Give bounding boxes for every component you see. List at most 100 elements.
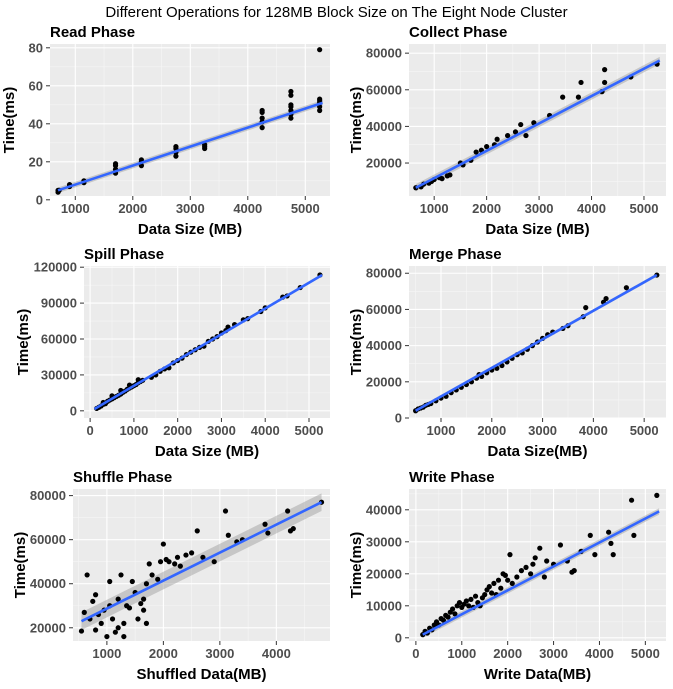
data-point	[126, 605, 133, 611]
data-point	[602, 67, 608, 73]
y-axis-title: Time(ms)	[15, 309, 32, 375]
data-point	[92, 627, 99, 633]
data-point	[445, 614, 451, 620]
x-axis-title: Shuffled Data(MB)	[137, 666, 267, 683]
data-point	[489, 590, 495, 596]
data-point	[149, 572, 155, 578]
y-tick-label: 80000	[366, 266, 402, 281]
x-tick-label: 2000	[493, 646, 522, 661]
x-tick-label: 4000	[579, 423, 608, 438]
data-point	[456, 600, 463, 606]
panel-title: Shuffle Phase	[73, 469, 172, 486]
x-axis-title: Data Size (MB)	[138, 221, 242, 238]
x-tick-label: 4000	[251, 423, 280, 438]
data-point	[112, 629, 118, 635]
data-point	[606, 529, 612, 535]
data-point	[259, 107, 265, 114]
regression-line	[415, 59, 661, 189]
y-tick-label: 60000	[366, 302, 402, 317]
data-point	[146, 561, 152, 567]
data-point	[452, 611, 458, 617]
data-point	[484, 143, 490, 150]
data-point	[200, 554, 206, 560]
data-point	[288, 88, 294, 95]
data-point	[259, 115, 265, 121]
data-point	[107, 578, 113, 585]
data-point	[81, 609, 87, 615]
x-tick-label: 0	[412, 646, 419, 661]
data-point	[447, 172, 453, 178]
x-tick-label: 3000	[176, 201, 205, 216]
x-tick-label: 5000	[630, 201, 659, 216]
x-tick-label: 5000	[295, 423, 324, 438]
data-point	[262, 521, 268, 527]
x-tick-label: 4000	[577, 201, 606, 216]
data-point	[498, 585, 504, 591]
data-point	[173, 153, 179, 159]
y-tick-label: 10000	[366, 598, 402, 613]
x-tick-label: 3000	[528, 423, 557, 438]
regression-line	[80, 501, 323, 623]
panel-background	[73, 489, 330, 641]
data-point	[514, 574, 520, 580]
x-tick-label: 2000	[163, 423, 192, 438]
data-point	[166, 559, 172, 565]
data-point	[78, 628, 85, 634]
x-tick-label: 4000	[585, 646, 614, 661]
x-tick-label: 1000	[119, 423, 148, 438]
data-point	[537, 545, 543, 551]
x-tick-label: 5000	[631, 646, 660, 661]
data-point	[174, 554, 181, 560]
data-point	[290, 526, 296, 532]
data-point	[183, 552, 189, 558]
data-point	[507, 552, 513, 558]
y-tick-label: 20	[29, 154, 43, 169]
data-point	[109, 616, 116, 622]
data-point	[104, 633, 110, 640]
data-point	[505, 132, 511, 139]
y-tick-label: 80	[29, 40, 43, 55]
data-point	[189, 550, 195, 556]
y-tick-label: 40000	[30, 576, 66, 591]
gridlines	[409, 266, 666, 419]
x-tick-label: 3000	[207, 423, 236, 438]
x-tick-label: 2000	[149, 646, 178, 661]
x-tick-label: 3000	[525, 201, 554, 216]
data-point	[571, 568, 577, 574]
y-tick-label: 120000	[34, 260, 77, 275]
data-point	[138, 600, 144, 607]
data-point	[578, 79, 584, 86]
data-point	[317, 107, 323, 114]
data-point	[463, 598, 469, 604]
data-point	[121, 633, 127, 640]
regression-line	[422, 510, 660, 636]
x-axis-title: Data Size (MB)	[485, 221, 589, 238]
data-point	[115, 596, 121, 602]
x-axis-title: Write Data(MB)	[484, 666, 591, 683]
data-point	[602, 79, 608, 86]
data-point	[118, 572, 124, 578]
data-point	[505, 577, 511, 583]
data-point	[608, 540, 614, 547]
data-point	[115, 625, 121, 631]
data-point	[172, 561, 178, 567]
x-axis-title: Data Size(MB)	[487, 443, 587, 460]
panel-5: 1000 2000 3000 4000 20000 40000 60000 80000 Shuf…	[12, 469, 330, 683]
x-tick-label: 5000	[291, 201, 320, 216]
data-point	[449, 606, 456, 612]
data-point	[512, 129, 519, 135]
panel-title: Merge Phase	[409, 246, 502, 263]
data-point	[177, 563, 183, 569]
x-axis-title: Data Size (MB)	[155, 443, 259, 460]
data-point	[157, 559, 164, 565]
data-point	[317, 47, 323, 53]
data-point	[532, 555, 538, 561]
data-point	[541, 574, 547, 580]
x-tick-label: 5000	[630, 423, 659, 438]
x-tick-label: 2000	[477, 423, 506, 438]
y-tick-label: 40000	[366, 119, 402, 134]
gridlines	[409, 489, 666, 641]
data-point	[623, 285, 629, 291]
data-point	[439, 176, 445, 182]
panel-background	[409, 489, 666, 641]
